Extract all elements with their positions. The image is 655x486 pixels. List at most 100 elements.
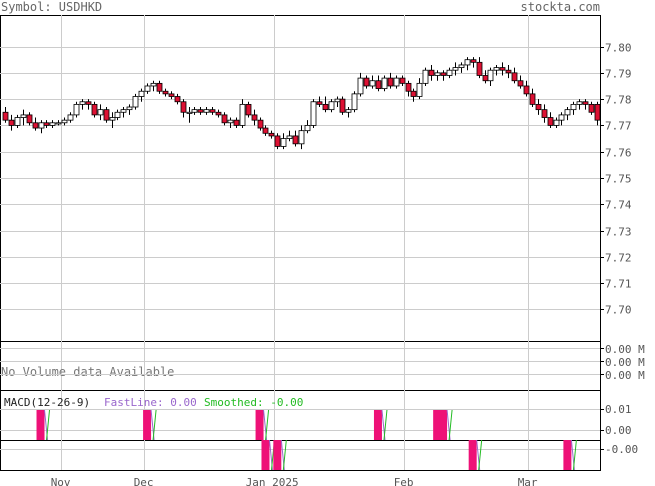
symbol-label: Symbol: USDHKD	[1, 0, 103, 14]
macd-smoothed-segment	[265, 409, 270, 441]
candle-body	[405, 82, 412, 92]
volume-axis-label: 0.00 M	[605, 369, 645, 382]
candle-body	[564, 109, 571, 116]
candle-body	[328, 101, 335, 111]
price-tick-label: 7.75	[605, 173, 632, 186]
candle-body	[517, 80, 524, 87]
candle-body	[286, 135, 293, 139]
price-tick-label: 7.78	[605, 94, 632, 107]
price-tick-label: 7.74	[605, 199, 632, 212]
macd-smoothed-segment	[152, 409, 157, 441]
price-tick-label: 7.80	[605, 42, 632, 55]
candle-body	[310, 101, 317, 126]
candle-body	[257, 119, 264, 129]
price-tick-label: 7.71	[605, 278, 632, 291]
x-tick-label: Feb	[394, 476, 414, 486]
candle-body	[369, 80, 376, 87]
candle-body	[26, 114, 33, 124]
candle-body	[109, 117, 116, 121]
candle-body	[588, 103, 595, 113]
macd-histogram-bar	[255, 410, 264, 440]
volume-axis-label: 0.00 M	[605, 343, 645, 356]
candle-body	[150, 82, 157, 87]
candle-body	[221, 114, 228, 124]
macd-axis-label: 0.00	[605, 424, 632, 437]
candle-body	[476, 61, 483, 76]
price-tick-label: 7.76	[605, 147, 632, 160]
candle-body	[298, 130, 305, 145]
candle-body	[215, 111, 222, 116]
macd-histogram-bar	[468, 440, 477, 470]
candle-body	[97, 109, 104, 116]
candle-body	[120, 109, 127, 113]
candle-body	[20, 114, 27, 118]
candle-body	[8, 119, 15, 126]
candle-body	[85, 101, 92, 105]
macd-fastline-label: FastLine: 0.00	[104, 396, 197, 409]
candle-body	[553, 119, 560, 126]
candle-body	[541, 109, 548, 118]
macd-histogram-bar	[373, 410, 382, 440]
candle-body	[91, 103, 98, 116]
x-tick-label: Dec	[134, 476, 154, 486]
candle-body	[375, 80, 382, 90]
candle-body	[251, 114, 258, 121]
macd-axis-label: -0.00	[605, 443, 638, 456]
price-tick-label: 7.77	[605, 120, 632, 133]
candle-body	[487, 69, 494, 82]
candle-body	[505, 69, 512, 74]
candle-body	[186, 111, 193, 114]
x-tick-label: Nov	[51, 476, 71, 486]
candle-body	[322, 103, 329, 111]
price-tick-label: 7.73	[605, 226, 632, 239]
candle-body	[138, 90, 145, 97]
macd-title: MACD(12-26-9)	[4, 396, 90, 409]
macd-smoothed-segment	[572, 439, 577, 471]
candle-body	[339, 98, 346, 113]
candle-body	[399, 77, 406, 84]
macd-histogram-bar	[439, 410, 448, 440]
macd-histogram-bar	[36, 410, 45, 440]
candle-body	[191, 109, 198, 113]
macd-smoothed-segment	[46, 409, 51, 441]
candle-body	[558, 114, 565, 121]
candle-body	[493, 67, 500, 71]
candle-body	[464, 59, 471, 66]
candle-body	[452, 67, 459, 71]
candle-body	[61, 119, 68, 124]
candle-body	[2, 111, 9, 121]
macd-histogram-bar	[433, 410, 442, 440]
candle-body	[535, 103, 542, 111]
candle-body	[357, 77, 364, 95]
candle-body	[393, 77, 400, 87]
candle-body	[304, 125, 311, 132]
candle-body	[268, 132, 275, 137]
candle-body	[499, 67, 506, 71]
candle-body	[292, 135, 299, 145]
volume-axis-label: 0.00 M	[605, 356, 645, 369]
macd-axis-label: 0.01	[605, 403, 632, 416]
x-tick-label: Mar	[518, 476, 538, 486]
candle-body	[416, 82, 423, 97]
candle-body	[197, 109, 204, 113]
candle-body	[511, 72, 518, 82]
candle-body	[381, 77, 388, 90]
macd-smoothed-label: Smoothed: -0.00	[204, 396, 303, 409]
candle-body	[32, 122, 39, 129]
candle-body	[168, 93, 175, 97]
candle-body	[529, 93, 536, 105]
candle-body	[79, 101, 86, 105]
macd-smoothed-segment	[383, 409, 388, 441]
candle-body	[209, 109, 216, 113]
candle-body	[280, 138, 287, 147]
candle-body	[387, 77, 394, 87]
candle-body	[227, 119, 234, 124]
candle-body	[67, 114, 74, 121]
candle-body	[482, 75, 489, 82]
candle-body	[49, 122, 56, 126]
volume-note: No Volume data Available	[1, 365, 174, 379]
macd-histogram-bar	[563, 440, 572, 470]
candle-body	[38, 122, 45, 129]
candle-body	[239, 103, 246, 126]
